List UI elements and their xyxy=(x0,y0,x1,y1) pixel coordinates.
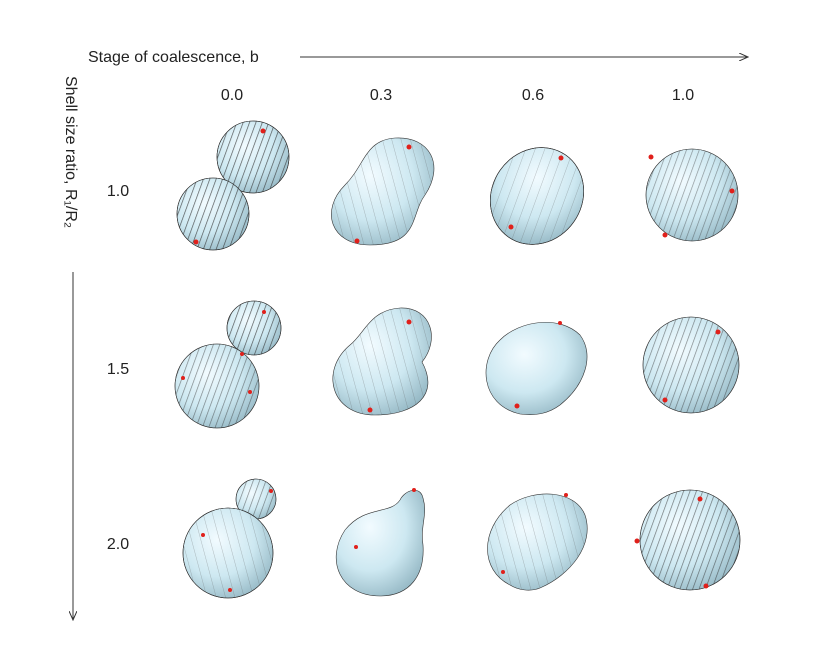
row-label: 1.0 xyxy=(107,183,129,200)
row-label: 2.0 xyxy=(107,536,129,553)
red-dots xyxy=(181,128,735,592)
row-label: 1.5 xyxy=(107,361,129,378)
shells xyxy=(174,120,741,599)
y-axis-title: Shell size ratio, R₁/R₂ xyxy=(62,76,79,228)
column-label: 0.3 xyxy=(370,87,392,104)
column-labels: 0.0 0.3 0.6 1.0 xyxy=(221,87,694,104)
row-labels: 1.0 1.5 2.0 xyxy=(107,183,129,553)
column-label: 1.0 xyxy=(672,87,694,104)
column-label: 0.6 xyxy=(522,87,544,104)
column-label: 0.0 xyxy=(221,87,243,104)
x-axis-title: Stage of coalescence, b xyxy=(88,49,259,66)
